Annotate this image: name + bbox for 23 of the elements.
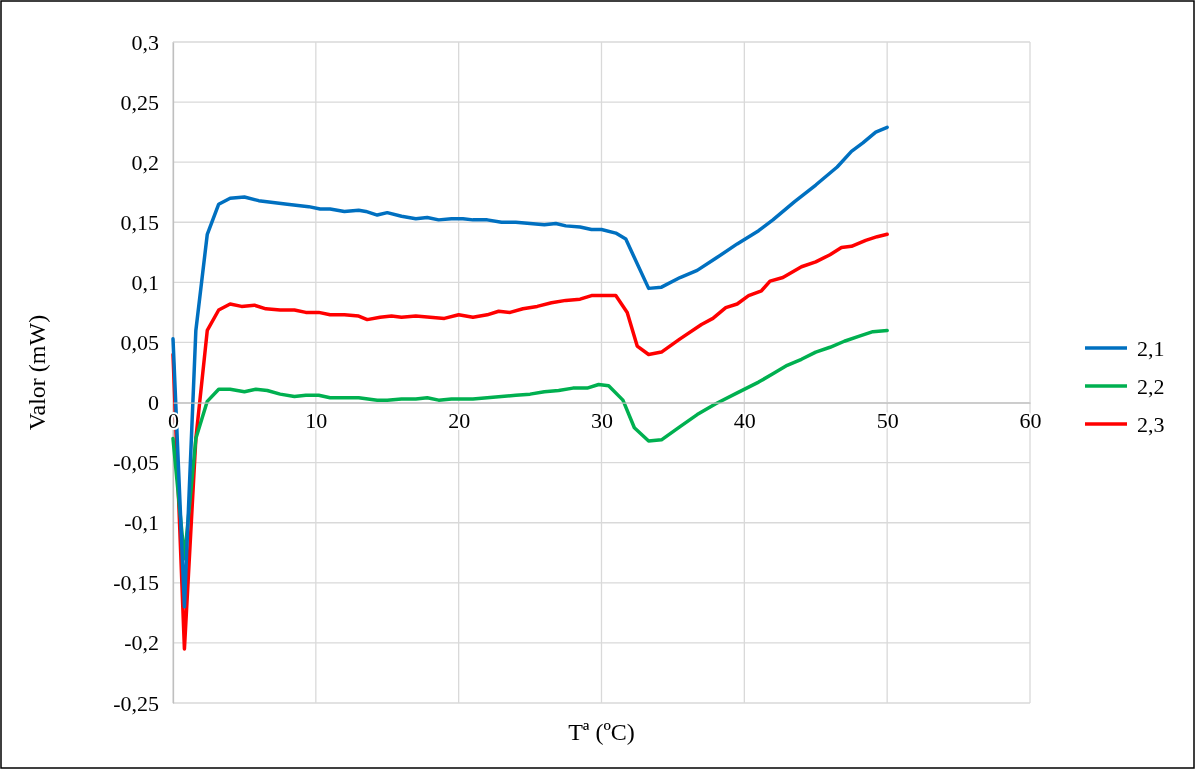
x-tick-label: 30 xyxy=(591,408,613,434)
x-tick-label: 60 xyxy=(1019,408,1042,434)
y-tick-label: 0,25 xyxy=(120,89,159,115)
x-tick-label: 10 xyxy=(305,408,328,434)
y-tick-label: -0,05 xyxy=(113,450,159,476)
y-tick-label: 0,15 xyxy=(120,209,159,235)
y-tick-label: -0,25 xyxy=(113,690,159,716)
legend-label: 2,1 xyxy=(1137,336,1165,361)
x-tick-label: 50 xyxy=(876,408,899,434)
x-axis-title: Tª (ºC) xyxy=(568,719,635,745)
y-tick-label: -0,2 xyxy=(124,630,159,656)
y-tick-label: 0,3 xyxy=(131,29,159,55)
y-tick-label: 0,1 xyxy=(131,269,159,295)
y-tick-label: 0 xyxy=(148,390,159,416)
y-tick-label: -0,1 xyxy=(124,510,159,536)
y-tick-label: 0,05 xyxy=(120,329,159,355)
y-tick-label: -0,15 xyxy=(113,570,159,596)
y-axis-title: Valor (mW) xyxy=(24,314,50,431)
x-tick-label: 40 xyxy=(733,408,756,434)
x-tick-label: 20 xyxy=(448,408,471,434)
legend-label: 2,2 xyxy=(1137,374,1165,399)
y-tick-label: 0,2 xyxy=(131,149,159,175)
legend-label: 2,3 xyxy=(1137,412,1165,437)
